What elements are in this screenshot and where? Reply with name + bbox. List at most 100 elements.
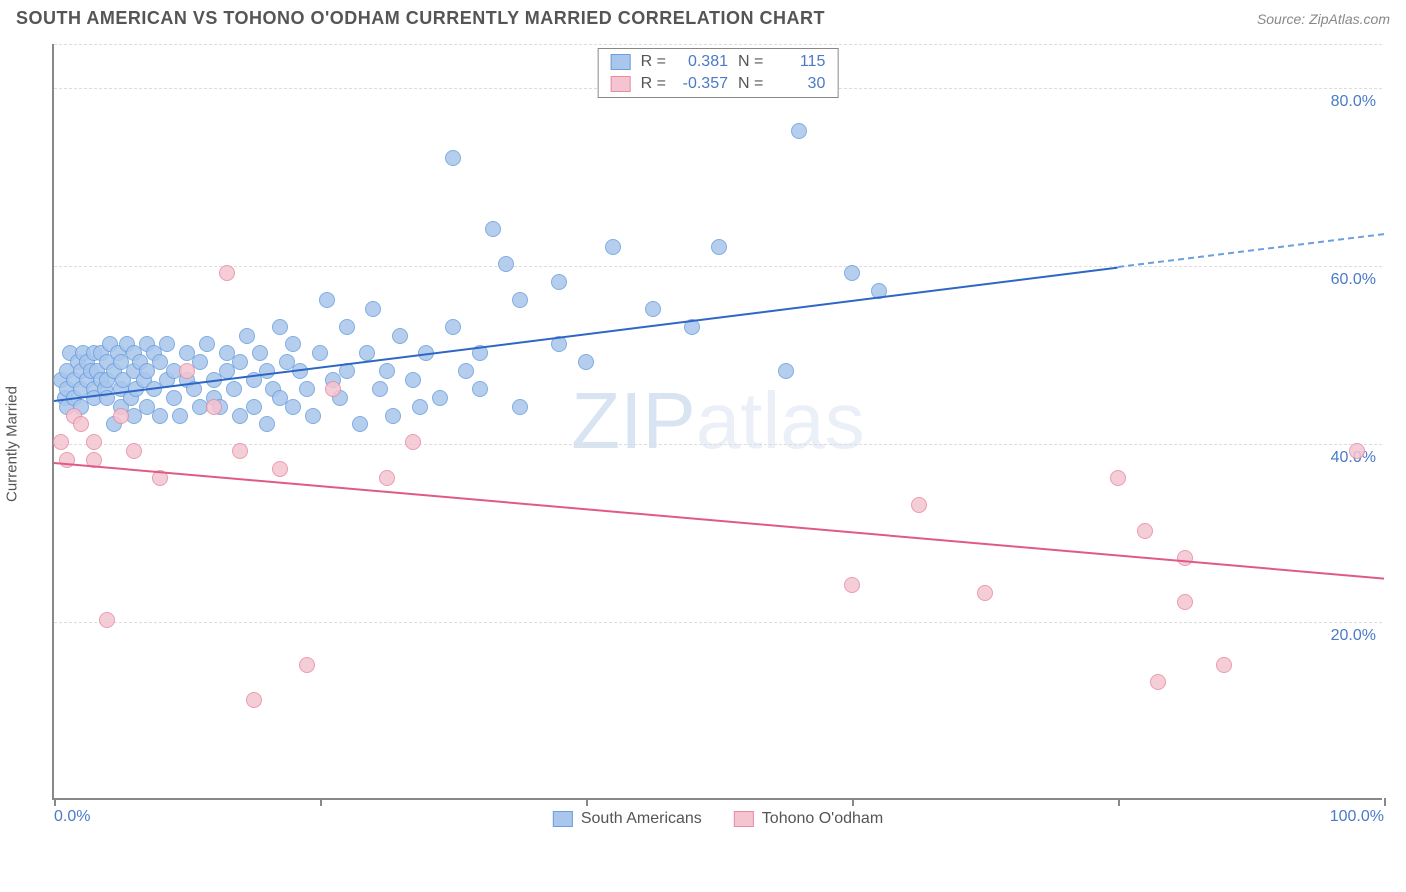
- data-point: [166, 390, 182, 406]
- source-attribution: Source: ZipAtlas.com: [1257, 11, 1390, 27]
- x-tick: [1118, 798, 1120, 806]
- data-point: [325, 381, 341, 397]
- trend-line: [1118, 233, 1384, 268]
- data-point: [551, 274, 567, 290]
- data-point: [1177, 594, 1193, 610]
- data-point: [432, 390, 448, 406]
- data-point: [405, 434, 421, 450]
- data-point: [232, 443, 248, 459]
- watermark: ZIPatlas: [571, 375, 864, 467]
- correlation-legend: R = 0.381 N = 115 R = -0.357 N = 30: [598, 48, 839, 98]
- data-point: [791, 123, 807, 139]
- data-point: [206, 399, 222, 415]
- data-point: [192, 354, 208, 370]
- gridline: [54, 622, 1382, 623]
- data-point: [372, 381, 388, 397]
- data-point: [472, 381, 488, 397]
- data-point: [312, 345, 328, 361]
- legend-swatch: [611, 54, 631, 70]
- data-point: [172, 408, 188, 424]
- data-point: [246, 399, 262, 415]
- data-point: [977, 585, 993, 601]
- data-point: [285, 336, 301, 352]
- data-point: [392, 328, 408, 344]
- legend-row: R =0.381N =115: [599, 51, 838, 73]
- y-axis-label: Currently Married: [4, 386, 21, 502]
- data-point: [385, 408, 401, 424]
- data-point: [711, 239, 727, 255]
- x-tick-label: 100.0%: [1330, 808, 1384, 826]
- data-point: [1110, 470, 1126, 486]
- data-point: [412, 399, 428, 415]
- gridline: [54, 44, 1382, 45]
- data-point: [239, 328, 255, 344]
- data-point: [911, 497, 927, 513]
- gridline: [54, 444, 1382, 445]
- r-value: 0.381: [676, 53, 728, 71]
- data-point: [844, 577, 860, 593]
- data-point: [458, 363, 474, 379]
- legend-item: Tohono O'odham: [734, 810, 883, 828]
- data-point: [339, 319, 355, 335]
- data-point: [179, 363, 195, 379]
- trend-line: [54, 266, 1118, 401]
- y-tick-label: 20.0%: [1331, 627, 1376, 645]
- data-point: [285, 399, 301, 415]
- data-point: [379, 470, 395, 486]
- data-point: [379, 363, 395, 379]
- data-point: [113, 408, 129, 424]
- data-point: [259, 416, 275, 432]
- plot-area: ZIPatlas 20.0%40.0%60.0%80.0%0.0%100.0%R…: [52, 44, 1382, 800]
- data-point: [126, 443, 142, 459]
- chart-title: SOUTH AMERICAN VS TOHONO O'ODHAM CURRENT…: [16, 8, 825, 29]
- data-point: [405, 372, 421, 388]
- data-point: [226, 381, 242, 397]
- y-tick-label: 80.0%: [1331, 93, 1376, 111]
- data-point: [1349, 443, 1365, 459]
- legend-swatch: [611, 76, 631, 92]
- data-point: [359, 345, 375, 361]
- data-point: [605, 239, 621, 255]
- legend-swatch: [734, 811, 754, 827]
- n-value: 115: [773, 53, 825, 71]
- n-label: N =: [738, 75, 763, 93]
- data-point: [232, 354, 248, 370]
- series-legend: South Americans Tohono O'odham: [553, 810, 883, 828]
- r-value: -0.357: [676, 75, 728, 93]
- data-point: [844, 265, 860, 281]
- data-point: [1216, 657, 1232, 673]
- x-tick: [1384, 798, 1386, 806]
- data-point: [259, 363, 275, 379]
- data-point: [645, 301, 661, 317]
- data-point: [778, 363, 794, 379]
- data-point: [53, 434, 69, 450]
- y-tick-label: 60.0%: [1331, 271, 1376, 289]
- legend-item: South Americans: [553, 810, 702, 828]
- data-point: [246, 692, 262, 708]
- trend-line: [54, 462, 1384, 580]
- r-label: R =: [641, 75, 666, 93]
- data-point: [352, 416, 368, 432]
- data-point: [299, 657, 315, 673]
- x-tick: [54, 798, 56, 806]
- n-value: 30: [773, 75, 825, 93]
- x-tick: [320, 798, 322, 806]
- legend-row: R = -0.357 N = 30: [599, 73, 838, 95]
- r-label: R =: [641, 53, 666, 71]
- data-point: [1177, 550, 1193, 566]
- data-point: [1137, 523, 1153, 539]
- data-point: [498, 256, 514, 272]
- data-point: [365, 301, 381, 317]
- legend-label: Tohono O'odham: [762, 810, 883, 828]
- data-point: [272, 319, 288, 335]
- data-point: [319, 292, 335, 308]
- data-point: [272, 461, 288, 477]
- data-point: [512, 292, 528, 308]
- x-tick-label: 0.0%: [54, 808, 90, 826]
- data-point: [99, 612, 115, 628]
- data-point: [152, 408, 168, 424]
- data-point: [445, 150, 461, 166]
- legend-label: South Americans: [581, 810, 702, 828]
- data-point: [1150, 674, 1166, 690]
- data-point: [252, 345, 268, 361]
